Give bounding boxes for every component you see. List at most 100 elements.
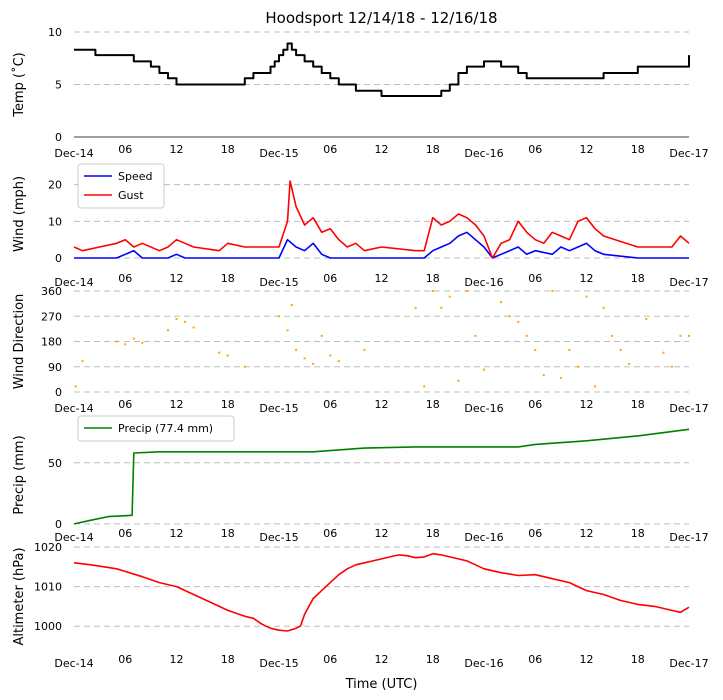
x-tick-label: Dec-15: [259, 402, 298, 415]
y-tick-label: 0: [55, 518, 62, 531]
wind-direction-point: [559, 376, 562, 379]
y-axis-label: Precip (mm): [12, 435, 27, 514]
wind-direction-point: [312, 362, 315, 365]
x-tick-label: 12: [170, 398, 184, 411]
y-axis-label: Temp (˚C): [11, 52, 27, 118]
y-tick-label: 0: [55, 252, 62, 265]
x-tick-label: 06: [528, 398, 542, 411]
x-tick-label: 06: [118, 653, 132, 666]
x-tick-label: 18: [631, 272, 645, 285]
wind-direction-point: [303, 357, 306, 360]
x-tick-label: Dec-16: [464, 276, 503, 289]
wind-direction-point: [483, 368, 485, 371]
panel-temperature: 0 5 10 Dec-14 06 12 18 Dec-15 06 12 18 Dec-16 06 12 18…: [11, 9, 709, 160]
series-line-temp: [74, 42, 690, 97]
panel-wind: 0 10 20 Dec-14 06 12 18 Dec-15 06 12 18 Dec-16 06 12 1…: [12, 163, 709, 289]
y-tick-label: 270: [41, 310, 62, 323]
legend: Precip (77.4 mm): [77, 415, 235, 442]
x-tick-label: 06: [323, 143, 337, 156]
wind-direction-point: [670, 365, 673, 368]
x-tick-label: Dec-14: [54, 531, 93, 544]
wind-direction-point: [568, 348, 571, 351]
y-tick-label: 90: [48, 361, 62, 374]
wind-direction-point: [585, 295, 588, 298]
x-tick-label: 18: [221, 272, 235, 285]
wind-direction-point: [74, 385, 77, 388]
x-tick-label: Dec-15: [259, 147, 298, 160]
x-tick-label: 12: [375, 527, 389, 540]
x-tick-label: 18: [221, 398, 235, 411]
wind-direction-point: [81, 360, 84, 363]
panel-wind-direction: 0 90 180 270 360 Dec-14 06 12 18 Dec-15 06 12 18 Dec-…: [12, 285, 709, 415]
x-tick-label: Dec-17: [669, 402, 708, 415]
x-tick-label: Dec-17: [669, 147, 708, 160]
x-tick-label: 06: [528, 272, 542, 285]
wind-direction-point: [115, 340, 118, 343]
wind-direction-point: [517, 320, 520, 323]
x-tick-label: Dec-17: [669, 657, 708, 670]
wind-direction-point: [192, 326, 195, 329]
wind-direction-point: [525, 334, 528, 337]
y-tick-label: 0: [55, 131, 62, 144]
wind-direction-point: [619, 348, 622, 351]
x-tick-label: 12: [170, 653, 184, 666]
wind-direction-point: [286, 329, 289, 332]
wind-direction-point: [337, 360, 340, 363]
x-tick-label: 06: [528, 143, 542, 156]
y-tick-label: 180: [41, 336, 62, 349]
wind-direction-point: [474, 334, 477, 337]
y-axis-label: Wind Direction: [12, 294, 27, 390]
x-tick-label: 12: [375, 398, 389, 411]
x-tick-label: 12: [170, 143, 184, 156]
y-tick-label: 1000: [34, 620, 62, 633]
x-tick-label: Dec-16: [464, 531, 503, 544]
y-tick-label: 50: [48, 457, 62, 470]
wind-direction-point: [423, 385, 426, 388]
legend-label: Precip (77.4 mm): [118, 422, 213, 435]
y-tick-label: 1020: [34, 541, 62, 554]
wind-direction-point: [602, 306, 605, 309]
x-tick-label: 06: [118, 272, 132, 285]
x-tick-label: 06: [323, 398, 337, 411]
wind-direction-point: [124, 343, 127, 346]
x-tick-label: 06: [323, 527, 337, 540]
wind-direction-point: [551, 290, 554, 292]
wind-direction-point: [594, 385, 597, 388]
x-tick-label: Dec-16: [464, 147, 503, 160]
wind-direction-point: [295, 348, 298, 351]
wind-direction-point: [688, 334, 690, 337]
wind-direction-point: [218, 351, 221, 354]
y-axis-label: Altimeter (hPa): [12, 547, 27, 645]
legend-box: [77, 163, 165, 209]
x-tick-label: 06: [118, 143, 132, 156]
legend-label: Speed: [118, 170, 152, 183]
x-axis-label: Time (UTC): [345, 677, 418, 692]
x-tick-label: 12: [170, 272, 184, 285]
wind-direction-point: [576, 365, 579, 368]
y-tick-label: 10: [48, 215, 62, 228]
wind-direction-point: [278, 315, 280, 318]
x-tick-label: Dec-17: [669, 531, 708, 544]
wind-direction-point: [329, 354, 332, 357]
x-tick-label: 12: [580, 272, 594, 285]
wind-direction-point: [662, 351, 665, 354]
wind-direction-point: [679, 334, 682, 337]
wind-direction-point: [363, 348, 366, 351]
wind-direction-point: [132, 337, 135, 340]
wind-direction-point: [320, 334, 323, 337]
wind-direction-point: [448, 295, 451, 298]
wind-direction-point: [243, 365, 246, 368]
wind-direction-point: [628, 362, 631, 365]
x-tick-label: 18: [426, 272, 440, 285]
x-tick-label: Dec-15: [259, 276, 298, 289]
legend-box: [77, 415, 235, 442]
x-tick-label: 06: [528, 653, 542, 666]
x-tick-label: 18: [221, 653, 235, 666]
y-tick-label: 0: [55, 386, 62, 399]
x-tick-label: 12: [580, 143, 594, 156]
x-tick-label: 18: [631, 653, 645, 666]
wind-direction-point: [226, 354, 229, 357]
y-tick-label: 10: [48, 26, 62, 39]
x-tick-label: Dec-17: [669, 276, 708, 289]
wind-direction-point: [508, 315, 511, 318]
